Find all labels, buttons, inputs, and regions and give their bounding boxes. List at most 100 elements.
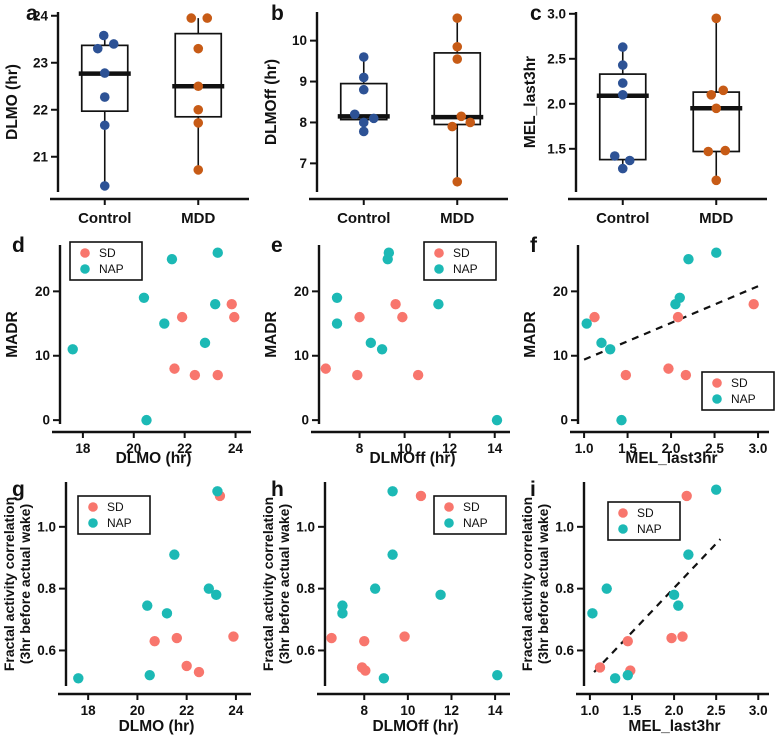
data-point-nap	[212, 247, 223, 258]
legend-label-sd: SD	[99, 246, 116, 260]
y-axis-title: (3hr before actual wake)	[276, 504, 292, 664]
data-point	[452, 54, 463, 64]
data-point-sd	[680, 369, 692, 381]
box	[692, 91, 741, 153]
x-axis-title: DLMOff (hr)	[369, 450, 455, 467]
data-point-sd	[193, 666, 205, 678]
data-point-nap	[378, 673, 390, 684]
data-point	[706, 90, 717, 100]
data-point-nap	[203, 583, 215, 594]
y-tick-label: 22	[33, 102, 48, 117]
data-point-nap	[142, 600, 153, 611]
data-point-nap	[387, 549, 398, 560]
legend-marker-nap	[88, 518, 98, 528]
panel-g-letter: g	[12, 478, 25, 501]
x-tick-label: 24	[228, 441, 244, 456]
legend-marker-nap	[618, 524, 628, 534]
trend-line	[593, 538, 722, 673]
x-tick-label: 22	[177, 441, 192, 456]
legend-marker-sd	[88, 502, 98, 512]
data-point	[186, 13, 197, 23]
data-point-nap	[159, 318, 170, 329]
data-point	[456, 111, 467, 122]
legend-label-sd: SD	[453, 246, 470, 260]
legend-marker-sd	[80, 248, 90, 258]
category-label: Control	[596, 210, 649, 227]
data-point-nap	[67, 344, 78, 355]
y-axis-title: DLMOff (hr)	[263, 59, 280, 145]
data-point-nap	[492, 669, 503, 681]
x-tick-label: 20	[130, 703, 145, 718]
x-tick-label: 22	[179, 703, 194, 718]
x-tick-label: 2.0	[662, 441, 681, 456]
legend-box	[433, 495, 507, 535]
data-point-sd	[320, 363, 331, 374]
data-point-sd	[748, 299, 759, 310]
data-point-nap	[161, 608, 173, 619]
panel-d-scatterplot: 0 10 20 MADR 18 20 22 24 DLMO (hr) SD NAP	[4, 241, 251, 467]
legend-marker-sd	[618, 508, 628, 518]
y-tick-label: 8	[299, 115, 307, 130]
panel-h-scatterplot: 0.6 0.8 1.0 Fractal activity correlation (3h…	[260, 482, 510, 735]
legend-marker-sd	[712, 378, 722, 388]
data-point-nap	[587, 608, 598, 619]
y-tick-label: 9	[299, 74, 307, 89]
panel-i: i 0.6 0.8 1.0 Fractal activity correlation(…	[518, 470, 777, 738]
data-point-nap	[166, 253, 178, 265]
data-point	[349, 109, 360, 120]
x-tick-label: 24	[228, 703, 244, 718]
data-point-nap	[683, 253, 694, 265]
data-point-nap	[141, 414, 152, 426]
y-tick-label: 2.0	[547, 96, 566, 111]
x-tick-label: 3.0	[749, 441, 768, 456]
data-point-sd	[620, 369, 632, 381]
legend-marker-nap	[712, 394, 722, 404]
data-point-nap	[622, 669, 633, 681]
panel-a-letter: a	[26, 2, 38, 25]
y-tick-label: 21	[33, 149, 49, 164]
y-tick-label: 10	[35, 348, 50, 363]
panel-h-letter: h	[271, 478, 284, 501]
category-label: MDD	[440, 210, 474, 227]
data-point-nap	[710, 484, 722, 495]
data-point-sd	[176, 311, 188, 323]
panel-e-letter: e	[271, 234, 283, 257]
x-tick-label: 8	[360, 703, 368, 718]
legend-box	[77, 495, 151, 535]
legend-label-sd: SD	[463, 500, 480, 514]
x-tick-label: 1.0	[575, 441, 594, 456]
data-point-nap	[337, 608, 348, 619]
y-tick-label: 0	[301, 413, 309, 428]
y-axis-title: (3hr before actual wake)	[535, 504, 551, 664]
x-tick-label: 8	[356, 441, 364, 456]
data-point-nap	[199, 337, 211, 349]
panel-b-letter: b	[271, 2, 284, 25]
data-point	[703, 146, 714, 157]
data-point-nap	[337, 600, 348, 611]
data-point-sd	[677, 631, 688, 642]
x-tick-label: 14	[487, 441, 503, 456]
panel-f: f 0 10 20 MADR 1.0 1.5 2.0 2.5 3.0 MEL_last3hr SD N…	[518, 232, 777, 470]
panel-h: h 0.6 0.8 1.0 Fractal activity correlation(…	[259, 470, 518, 738]
y-axis-title: Fractal activity correlation	[1, 497, 17, 671]
data-point	[108, 39, 119, 49]
data-point	[452, 176, 463, 187]
data-point	[617, 42, 628, 52]
panel-a-boxplot: 21 22 23 24 DLMO (hr) Control MDD	[4, 8, 249, 227]
panel-d: d 0 10 20 MADR 18 20 22 24 DLMO (hr) SD NAP	[0, 232, 259, 470]
legend-marker-nap	[444, 518, 454, 528]
data-point	[98, 30, 109, 41]
box	[80, 44, 129, 113]
y-axis-title: (3hr before actual wake)	[17, 504, 33, 664]
data-point-nap	[387, 486, 398, 497]
data-point-sd	[228, 631, 239, 642]
y-tick-label: 24	[33, 8, 49, 23]
data-point-sd	[226, 299, 237, 310]
data-point	[617, 163, 628, 174]
data-point-sd	[589, 311, 600, 323]
y-tick-label: 2.5	[547, 51, 566, 66]
y-tick-label: 0.6	[555, 643, 574, 658]
data-point-nap	[616, 414, 627, 426]
x-tick-label: 10	[397, 441, 412, 456]
